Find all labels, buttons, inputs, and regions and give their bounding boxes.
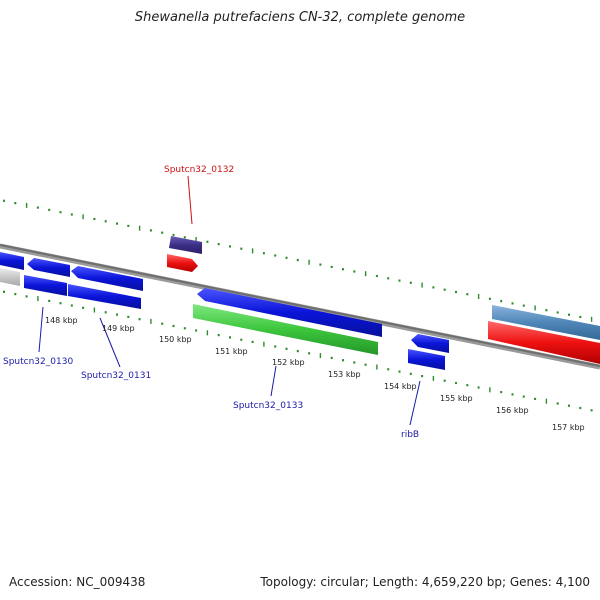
gene-label-sputcn32-0130[interactable]: Sputcn32_0130	[3, 357, 73, 367]
gene-features	[0, 236, 600, 370]
kbp-label: 155 kbp	[440, 394, 473, 403]
gene-red-long[interactable]	[488, 321, 600, 364]
gene-red-arrow-small[interactable]	[167, 254, 198, 272]
map-title: Shewanella putrefaciens CN-32, complete …	[134, 10, 466, 25]
gene-ribB[interactable]	[408, 349, 445, 370]
gene-label-sputcn32-0133[interactable]: Sputcn32_0133	[233, 401, 303, 411]
gene-blue-ribB-upper[interactable]	[411, 334, 449, 353]
gene-blue-long[interactable]	[197, 288, 382, 337]
kbp-label: 148 kbp	[45, 316, 78, 325]
kbp-label: 157 kbp	[552, 423, 585, 432]
kbp-label: 154 kbp	[384, 382, 417, 391]
gene-sputcn32-0130[interactable]	[24, 275, 67, 296]
kbp-label: 150 kbp	[159, 335, 192, 344]
accession-text: Accession: NC_009438	[9, 575, 146, 589]
kbp-label: 156 kbp	[496, 406, 529, 415]
kbp-label: 151 kbp	[215, 347, 248, 356]
outer-tick-row	[3, 199, 593, 322]
kbp-label: 149 kbp	[102, 324, 135, 333]
inner-tick-row	[3, 290, 593, 412]
kbp-label: 153 kbp	[328, 370, 361, 379]
gene-label-sputcn32-0131[interactable]: Sputcn32_0131	[81, 371, 151, 381]
gene-grey-fragment[interactable]	[0, 268, 20, 286]
gene-steelblue-long[interactable]	[492, 305, 600, 340]
genome-summary-text: Topology: circular; Length: 4,659,220 bp…	[260, 575, 590, 589]
label-connectors	[38, 175, 421, 426]
gene-sputcn32-0132[interactable]	[169, 236, 202, 254]
gene-blue-left-edge[interactable]	[0, 252, 24, 270]
kbp-label: 152 kbp	[272, 358, 305, 367]
gene-labels: Sputcn32_0132 Sputcn32_0130 Sputcn32_013…	[3, 165, 419, 440]
gene-blue-arrow-2[interactable]	[71, 266, 143, 291]
gene-blue-arrow-1[interactable]	[27, 258, 70, 277]
gene-label-ribB[interactable]: ribB	[401, 430, 419, 440]
gene-label-sputcn32-0132[interactable]: Sputcn32_0132	[164, 165, 234, 175]
kbp-labels: 148 kbp 149 kbp 150 kbp 151 kbp 152 kbp …	[45, 316, 585, 432]
gene-sputcn32-0133[interactable]	[193, 304, 378, 355]
gene-sputcn32-0131[interactable]	[68, 284, 141, 309]
backbone	[0, 243, 600, 370]
